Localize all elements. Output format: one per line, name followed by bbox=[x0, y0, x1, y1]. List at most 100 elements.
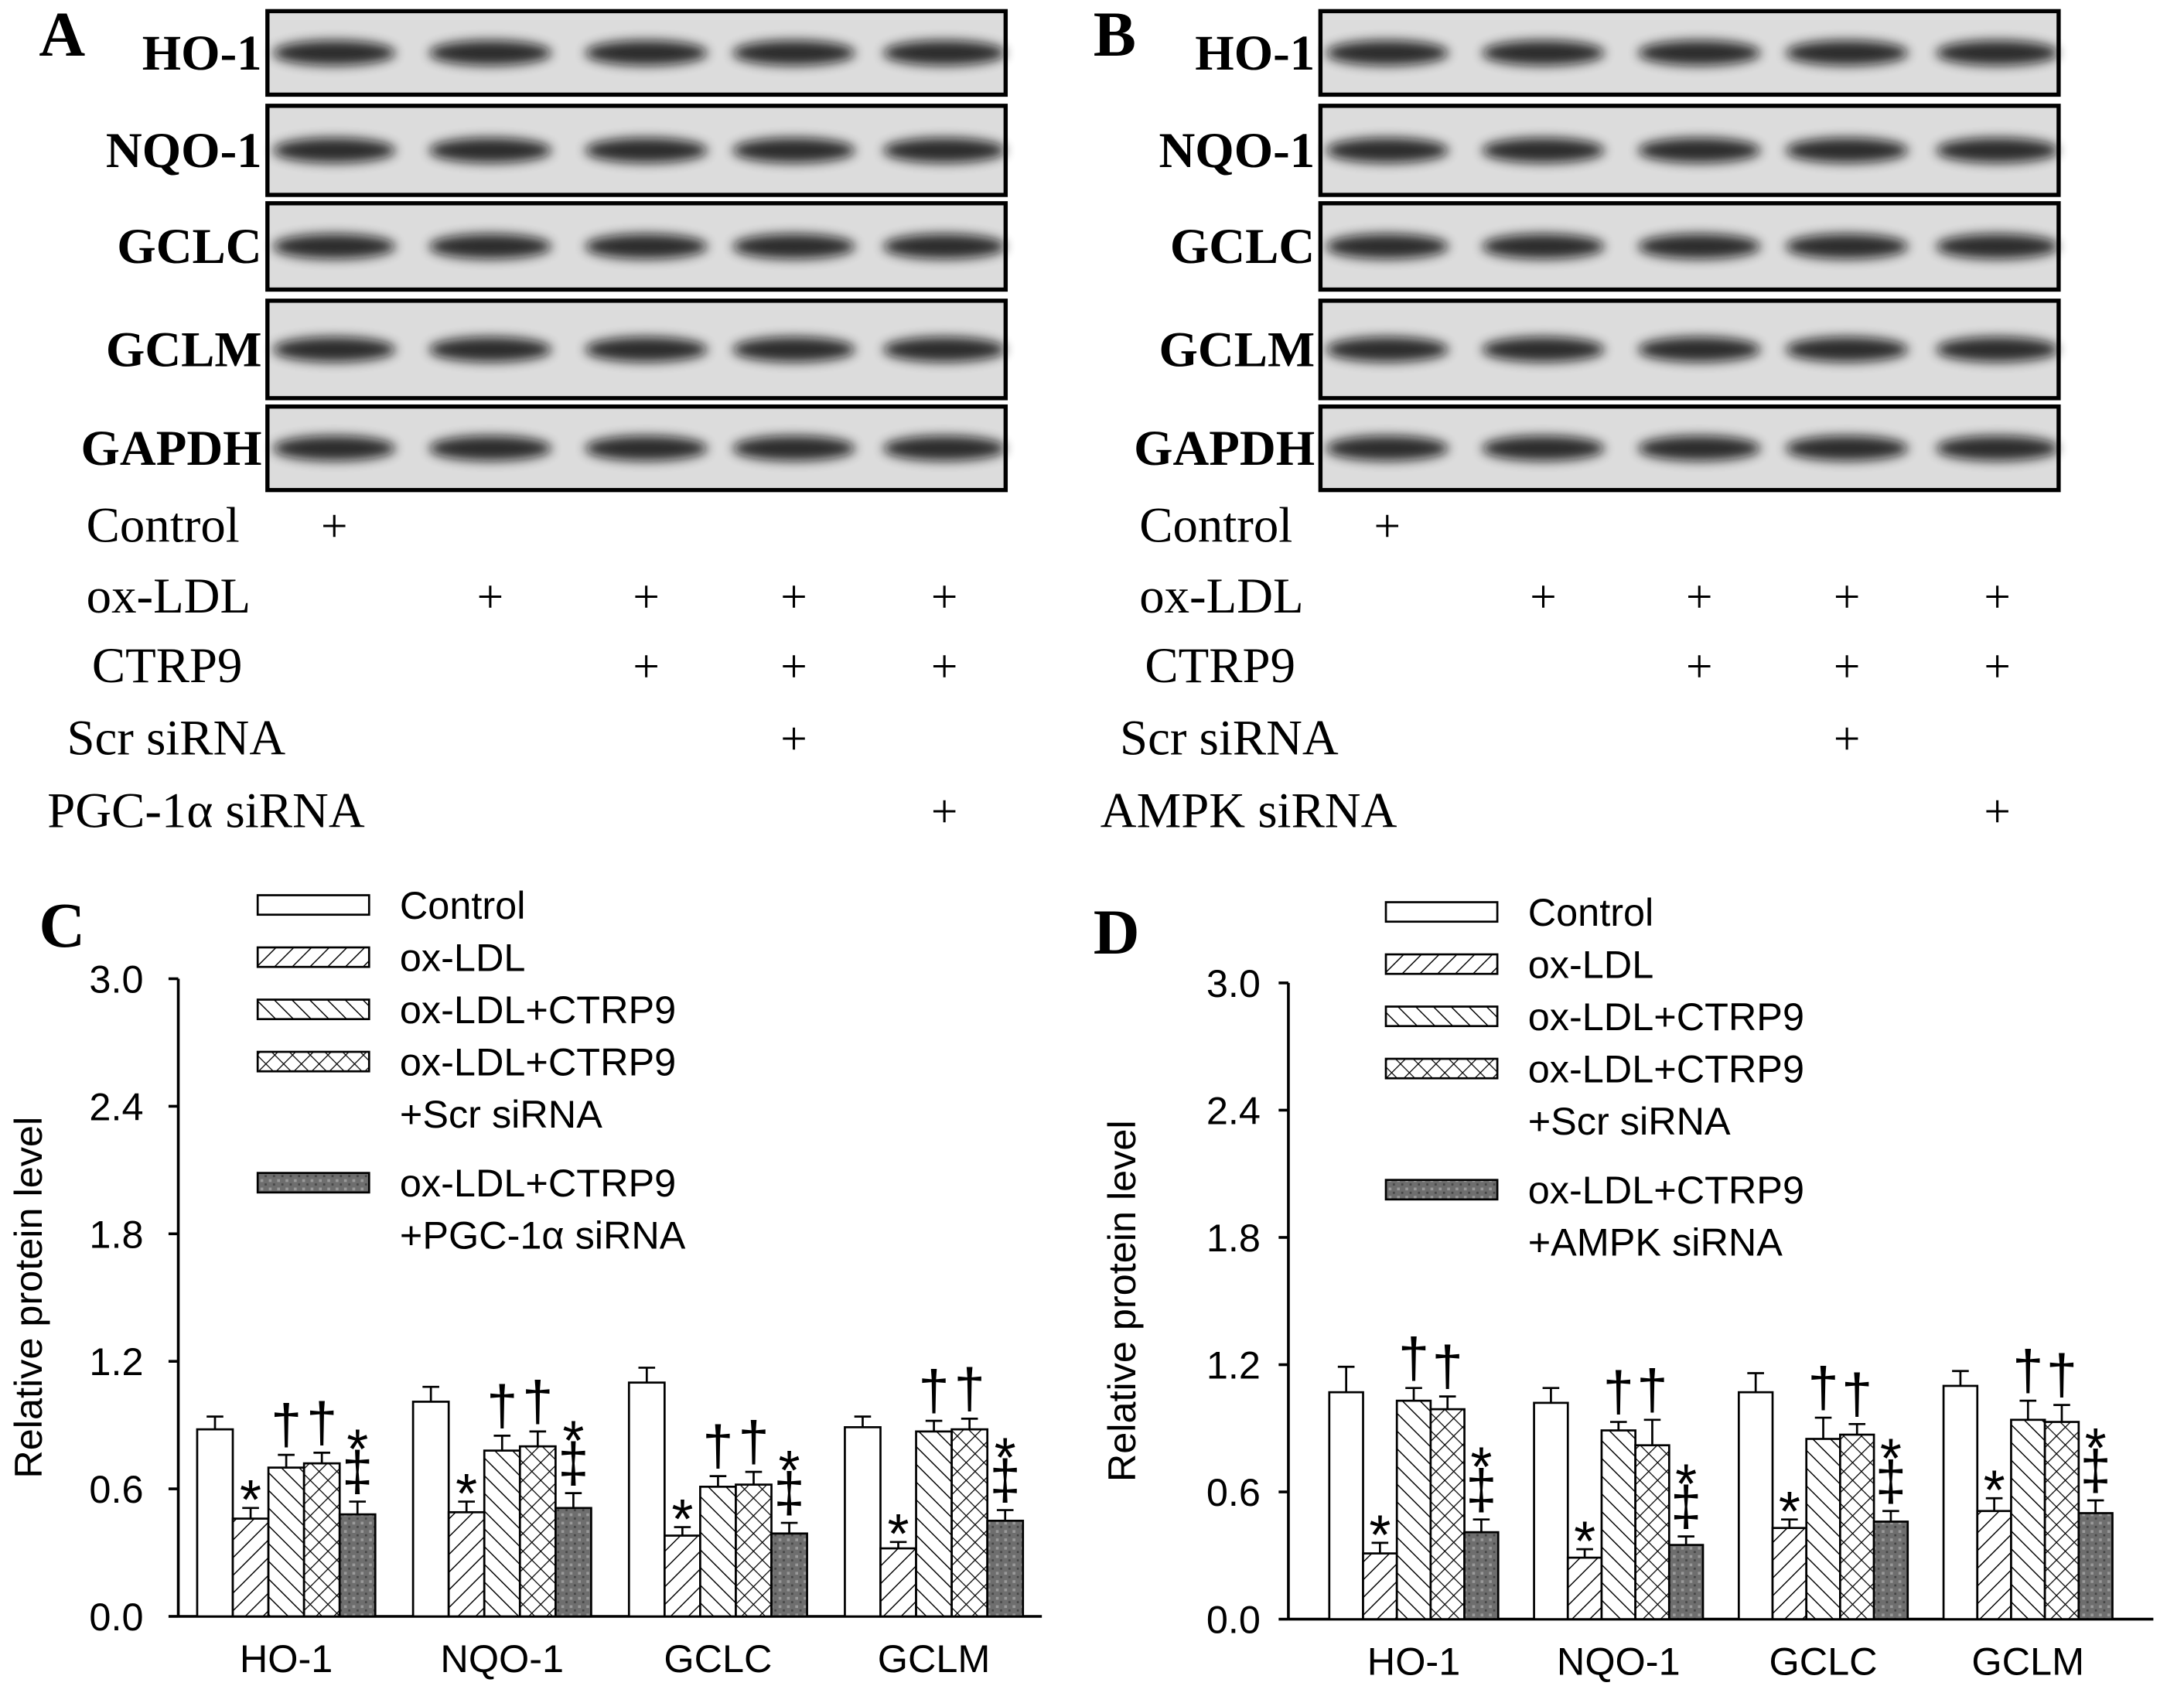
legend-swatch bbox=[256, 1172, 370, 1194]
condition-mark: + bbox=[1374, 500, 1401, 552]
bar bbox=[735, 1483, 773, 1618]
legend-swatch bbox=[1384, 901, 1499, 923]
bar bbox=[986, 1519, 1025, 1618]
blot-row-label: HO-1 bbox=[1195, 26, 1315, 81]
bar bbox=[770, 1532, 808, 1618]
condition-label: Scr siRNA bbox=[1120, 711, 1339, 766]
bar bbox=[1328, 1391, 1364, 1620]
y-tick-label: 0.0 bbox=[1206, 1598, 1261, 1642]
legend-label-line: ox-LDL+CTRP9 bbox=[400, 1040, 676, 1084]
blot-band bbox=[428, 138, 552, 163]
bar bbox=[518, 1445, 557, 1618]
condition-mark: + bbox=[780, 640, 807, 693]
error-bar bbox=[1814, 1416, 1832, 1439]
y-tick-label: 0.6 bbox=[1206, 1470, 1261, 1514]
blot-band bbox=[1326, 40, 1449, 66]
bar bbox=[2043, 1421, 2080, 1620]
error-bar bbox=[674, 1526, 691, 1536]
legend-label: Control bbox=[1528, 890, 1654, 934]
blot-row-label: NQO-1 bbox=[1159, 123, 1315, 179]
significance-mark: † bbox=[919, 1360, 950, 1422]
x-tick-label: HO-1 bbox=[240, 1637, 333, 1681]
blot-band bbox=[1785, 435, 1909, 461]
condition-mark: + bbox=[1834, 640, 1861, 693]
blot-band bbox=[1638, 435, 1761, 461]
condition-label: Scr siRNA bbox=[67, 711, 285, 766]
bar bbox=[950, 1428, 989, 1618]
bar bbox=[483, 1449, 521, 1618]
blot-band bbox=[273, 435, 396, 461]
condition-mark: + bbox=[1686, 571, 1713, 623]
bar bbox=[1463, 1531, 1500, 1620]
condition-label: PGC-1α siRNA bbox=[47, 783, 365, 838]
error-bar bbox=[1643, 1418, 1661, 1445]
significance-mark: † bbox=[1398, 1327, 1429, 1389]
blot-band bbox=[732, 435, 855, 461]
legend-label-line: +Scr siRNA bbox=[400, 1092, 602, 1136]
legend-label: ox-LDL bbox=[400, 936, 526, 980]
error-bar bbox=[1542, 1387, 1560, 1403]
error-bar bbox=[1848, 1422, 1866, 1435]
blot-band bbox=[273, 40, 396, 66]
significance-mark: * bbox=[2085, 1418, 2107, 1480]
blot-band bbox=[1785, 40, 1909, 66]
legend-label-line: Control bbox=[1528, 890, 1654, 934]
error-bar bbox=[1337, 1365, 1355, 1393]
error-bar bbox=[1952, 1370, 1969, 1386]
bar bbox=[2077, 1512, 2114, 1620]
bar bbox=[1942, 1384, 1979, 1620]
error-bar bbox=[1371, 1541, 1389, 1554]
bar bbox=[1839, 1433, 1875, 1620]
significance-mark: ‡ bbox=[1670, 1476, 1701, 1538]
x-tick-label: HO-1 bbox=[1367, 1640, 1460, 1684]
significance-mark: ‡ bbox=[558, 1432, 589, 1494]
error-bar bbox=[1985, 1497, 2003, 1511]
bar bbox=[627, 1381, 666, 1618]
bar bbox=[699, 1485, 737, 1618]
condition-mark: + bbox=[780, 713, 807, 766]
condition-label: AMPK siRNA bbox=[1101, 783, 1397, 838]
bar bbox=[1429, 1408, 1466, 1620]
error-bar bbox=[242, 1507, 259, 1519]
error-bar bbox=[2053, 1404, 2070, 1422]
condition-label: ox-LDL bbox=[87, 568, 251, 624]
error-bar bbox=[1472, 1518, 1490, 1533]
x-tick-label: GCLM bbox=[878, 1637, 991, 1681]
blot-band bbox=[1785, 336, 1909, 363]
significance-mark: * bbox=[995, 1427, 1016, 1489]
blot-band bbox=[1326, 234, 1449, 259]
x-tick-label: NQO-1 bbox=[440, 1637, 564, 1681]
bar bbox=[2010, 1418, 2046, 1620]
condition-mark: + bbox=[477, 571, 504, 623]
condition-mark: + bbox=[1984, 571, 2011, 623]
significance-mark: † bbox=[738, 1411, 769, 1473]
blot-band bbox=[1936, 435, 2059, 461]
blot-band bbox=[1482, 138, 1605, 163]
condition-mark: + bbox=[1530, 571, 1557, 623]
legend-label-line: +AMPK siRNA bbox=[1528, 1220, 1783, 1264]
significance-mark: ‡ bbox=[774, 1462, 805, 1524]
significance-mark: * bbox=[1470, 1437, 1492, 1499]
blot-band bbox=[732, 336, 855, 363]
error-bar bbox=[278, 1453, 295, 1468]
legend-label: ox-LDL+CTRP9 +Scr siRNA bbox=[1528, 1047, 1804, 1143]
legend-swatch bbox=[256, 894, 370, 916]
condition-label: CTRP9 bbox=[1145, 638, 1295, 694]
bar bbox=[447, 1510, 486, 1618]
significance-mark: ‡ bbox=[1875, 1450, 1906, 1512]
condition-mark: + bbox=[1834, 713, 1861, 766]
bar bbox=[1533, 1401, 1569, 1620]
legend-swatch bbox=[1384, 1179, 1499, 1201]
condition-label: CTRP9 bbox=[92, 638, 243, 694]
blot-band bbox=[1936, 234, 2059, 259]
blot-band bbox=[273, 234, 396, 259]
error-bar bbox=[889, 1541, 907, 1549]
legend-swatch bbox=[256, 1050, 370, 1073]
condition-mark: + bbox=[931, 785, 958, 838]
panel-label: A bbox=[39, 0, 85, 70]
y-axis-label: Relative protein level bbox=[6, 1117, 50, 1479]
blot-band bbox=[1326, 435, 1449, 461]
significance-mark: * bbox=[1675, 1453, 1697, 1515]
